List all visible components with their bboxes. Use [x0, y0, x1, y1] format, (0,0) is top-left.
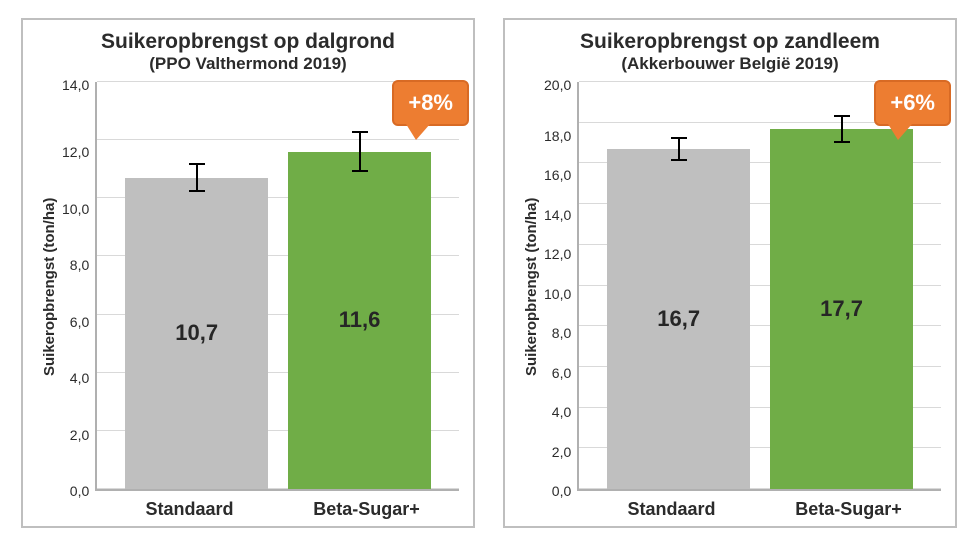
bar-value-label: 11,6	[339, 307, 381, 333]
error-bar	[841, 115, 843, 143]
chart-panel-dalgrond: Suikeropbrengst op dalgrond (PPO Valther…	[21, 18, 475, 528]
y-tick-label: 10,0	[544, 287, 571, 301]
chart-title: Suikeropbrengst op zandleem	[519, 30, 941, 54]
chart-title: Suikeropbrengst op dalgrond	[37, 30, 459, 54]
y-tick-label: 4,0	[70, 371, 89, 385]
y-tick-label: 2,0	[552, 445, 571, 459]
chart-subtitle: (PPO Valthermond 2019)	[37, 54, 459, 74]
x-category-label: Standaard	[594, 499, 750, 520]
x-axis-categories: Standaard Beta-Sugar+	[519, 491, 941, 520]
plot-area: 16,717,7 +6%	[577, 82, 941, 491]
bar-slot: 10,7	[125, 82, 268, 489]
plot-area-wrap: Suikeropbrengst (ton/ha) 14,012,010,08,0…	[37, 82, 459, 491]
y-tick-label: 18,0	[544, 129, 571, 143]
y-tick-label: 0,0	[552, 484, 571, 498]
bar-slot: 16,7	[607, 82, 750, 489]
y-axis-ticks: 20,018,016,014,012,010,08,06,04,02,00,0	[544, 82, 577, 491]
error-bar	[359, 131, 361, 172]
bar-value-label: 17,7	[820, 296, 863, 322]
y-tick-label: 6,0	[70, 315, 89, 329]
bar-betasugar: 17,7	[770, 129, 913, 489]
bar-value-label: 10,7	[175, 320, 218, 346]
bar-standaard: 16,7	[607, 149, 750, 489]
bar-value-label: 16,7	[657, 306, 700, 332]
y-axis-label: Suikeropbrengst (ton/ha)	[519, 82, 544, 491]
y-tick-label: 8,0	[552, 326, 571, 340]
x-category-label: Beta-Sugar+	[771, 499, 927, 520]
y-tick-label: 12,0	[544, 247, 571, 261]
chart-subtitle: (Akkerbouwer België 2019)	[519, 54, 941, 74]
y-tick-label: 0,0	[70, 484, 89, 498]
y-tick-label: 6,0	[552, 366, 571, 380]
y-axis-label: Suikeropbrengst (ton/ha)	[37, 82, 62, 491]
y-tick-label: 8,0	[70, 258, 89, 272]
y-tick-label: 12,0	[62, 145, 89, 159]
bars-container: 16,7 17,7	[579, 82, 941, 489]
x-axis-categories: Standaard Beta-Sugar+	[37, 491, 459, 520]
callout-text: +6%	[874, 80, 951, 126]
callout-badge: +6%	[874, 80, 951, 126]
y-tick-label: 16,0	[544, 168, 571, 182]
y-tick-label: 20,0	[544, 78, 571, 92]
y-tick-label: 10,0	[62, 202, 89, 216]
chart-panel-zandleem: Suikeropbrengst op zandleem (Akkerbouwer…	[503, 18, 957, 528]
callout-tail	[406, 124, 430, 140]
callout-tail	[888, 124, 912, 140]
bars-container: 10,7 11,6	[97, 82, 459, 489]
callout-badge: +8%	[392, 80, 469, 126]
bar-slot: 17,7	[770, 82, 913, 489]
callout-text: +8%	[392, 80, 469, 126]
y-tick-label: 2,0	[70, 428, 89, 442]
error-bar	[196, 163, 198, 192]
y-tick-label: 14,0	[544, 208, 571, 222]
plot-area: 10,711,6 +8%	[95, 82, 459, 491]
x-category-label: Beta-Sugar+	[289, 499, 445, 520]
y-tick-label: 14,0	[62, 78, 89, 92]
y-tick-label: 4,0	[552, 405, 571, 419]
bar-betasugar: 11,6	[288, 152, 431, 489]
plot-area-wrap: Suikeropbrengst (ton/ha) 20,018,016,014,…	[519, 82, 941, 491]
bar-standaard: 10,7	[125, 178, 268, 489]
x-category-label: Standaard	[112, 499, 268, 520]
error-bar	[678, 137, 680, 161]
bar-slot: 11,6	[288, 82, 431, 489]
y-axis-ticks: 14,012,010,08,06,04,02,00,0	[62, 82, 95, 491]
